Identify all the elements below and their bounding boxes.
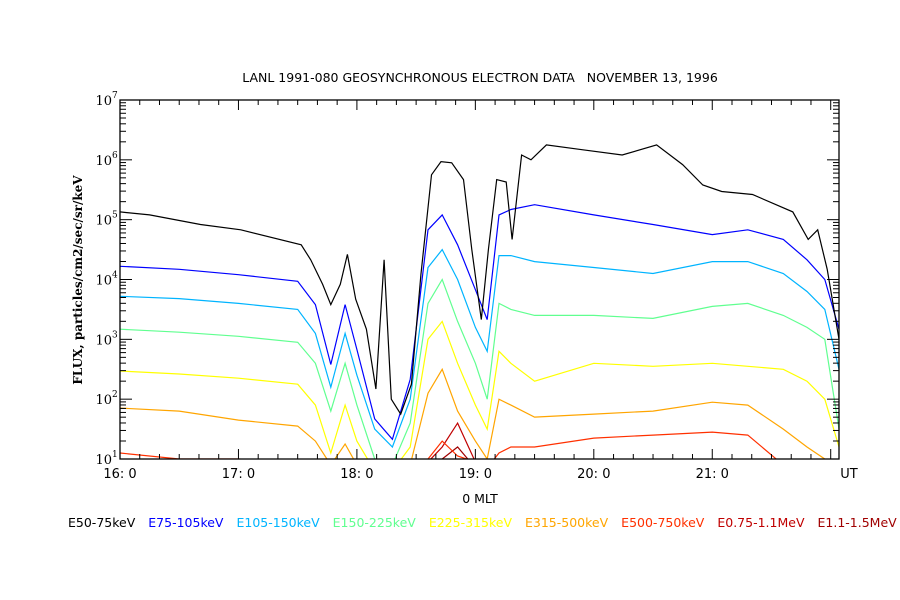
y-tick-exponent: 6	[112, 151, 118, 161]
x-tick-label: 16: 0	[103, 467, 136, 482]
legend-item-e315-500kev: E315-500keV	[525, 515, 609, 530]
y-tick-exponent: 1	[112, 450, 118, 460]
legend-item-e225-315kev: E225-315keV	[428, 515, 512, 530]
series-line-e500-750kev	[120, 431, 778, 459]
x-tick-label: 18: 0	[340, 467, 373, 482]
y-tick-label: 10	[95, 94, 112, 109]
series-line-e75-105kev	[120, 204, 839, 441]
x-axis-label: 0 MLT	[462, 491, 498, 506]
series-layer	[120, 144, 839, 459]
y-tick-label: 10	[95, 333, 112, 348]
y-tick-label: 10	[95, 393, 112, 408]
legend-item-e500-750kev: E500-750keV	[621, 515, 705, 530]
legend: E50-75keV E75-105keV E105-150keV E150-225ke…	[68, 515, 900, 530]
y-tick-label: 10	[95, 154, 112, 169]
series-line-e150-225kev	[120, 278, 839, 459]
series-line-e105-150kev	[120, 248, 839, 449]
legend-item-e150-225kev: E150-225keV	[332, 515, 416, 530]
series-line-e0-75-1-1mev	[430, 421, 475, 459]
x-tick-label: 20: 0	[577, 467, 610, 482]
plot-frame	[119, 99, 840, 460]
legend-item-e105-150kev: E105-150keV	[236, 515, 320, 530]
legend-item-e75-105kev: E75-105keV	[148, 515, 224, 530]
legend-item-e50-75kev: E50-75keV	[68, 515, 136, 530]
y-tick-exponent: 7	[112, 91, 118, 101]
x-axis-unit-label: UT	[840, 467, 858, 482]
y-tick-exponent: 4	[112, 271, 118, 281]
series-line-e225-315kev	[120, 320, 839, 459]
y-axis-label: FLUX, particles/cm2/sec/sr/keV	[71, 175, 85, 385]
y-tick-label: 10	[95, 453, 112, 468]
y-tick-exponent: 2	[112, 390, 118, 400]
y-tick-exponent: 5	[112, 211, 118, 221]
legend-item-e1-1-1-5mev: E1.1-1.5MeV	[817, 515, 897, 530]
series-line-e315-500kev	[120, 367, 826, 459]
series-line-e1-1-1-5mev	[441, 446, 469, 459]
chart-title: LANL 1991-080 GEOSYNCHRONOUS ELECTRON DA…	[242, 70, 718, 85]
x-tick-label: 19: 0	[459, 467, 492, 482]
x-tick-label: 21: 0	[696, 467, 729, 482]
y-tick-exponent: 3	[112, 330, 118, 340]
y-tick-label: 10	[95, 274, 112, 289]
legend-item-e0-75-1-1mev: E0.75-1.1MeV	[717, 515, 805, 530]
series-line-e50-75kev	[120, 144, 839, 416]
y-tick-label: 10	[95, 214, 112, 229]
x-tick-label: 17: 0	[222, 467, 255, 482]
